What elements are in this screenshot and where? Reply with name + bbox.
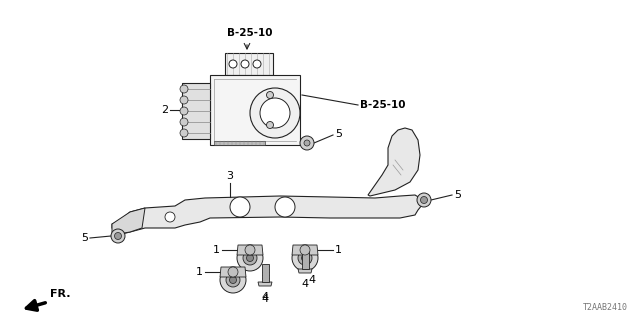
Circle shape <box>180 107 188 115</box>
Polygon shape <box>258 282 272 286</box>
Circle shape <box>260 98 290 128</box>
Circle shape <box>266 122 273 129</box>
Polygon shape <box>262 264 269 282</box>
Circle shape <box>180 129 188 137</box>
Circle shape <box>229 60 237 68</box>
Circle shape <box>245 245 255 255</box>
Polygon shape <box>225 53 273 75</box>
Circle shape <box>275 197 295 217</box>
Circle shape <box>300 136 314 150</box>
Circle shape <box>237 245 263 271</box>
Circle shape <box>220 267 246 293</box>
Text: 3: 3 <box>227 171 234 181</box>
Circle shape <box>243 251 257 265</box>
Text: 2: 2 <box>161 105 168 115</box>
Text: 1: 1 <box>213 245 220 255</box>
Text: 4: 4 <box>261 294 269 304</box>
Circle shape <box>300 245 310 255</box>
Text: 4: 4 <box>308 275 315 285</box>
Circle shape <box>111 229 125 243</box>
Circle shape <box>301 254 308 261</box>
Circle shape <box>292 245 318 271</box>
Circle shape <box>241 60 249 68</box>
Circle shape <box>180 85 188 93</box>
Circle shape <box>246 254 253 261</box>
Polygon shape <box>214 141 265 145</box>
Polygon shape <box>237 245 263 255</box>
Circle shape <box>250 88 300 138</box>
Text: T2AAB2410: T2AAB2410 <box>583 303 628 312</box>
Polygon shape <box>210 75 300 145</box>
Circle shape <box>180 118 188 126</box>
Text: 1: 1 <box>196 267 203 277</box>
Polygon shape <box>220 267 246 277</box>
Text: B-25-10: B-25-10 <box>227 28 273 38</box>
Text: 4: 4 <box>301 279 308 289</box>
Circle shape <box>417 193 431 207</box>
Text: 5: 5 <box>81 233 88 243</box>
Text: 1: 1 <box>335 245 342 255</box>
Circle shape <box>115 233 122 239</box>
Text: 4: 4 <box>261 292 269 302</box>
Polygon shape <box>368 128 420 196</box>
Polygon shape <box>301 251 308 269</box>
Circle shape <box>165 212 175 222</box>
Circle shape <box>228 267 238 277</box>
Text: 5: 5 <box>335 129 342 139</box>
Polygon shape <box>112 208 145 235</box>
Text: B-25-10: B-25-10 <box>360 100 406 110</box>
Polygon shape <box>292 245 318 255</box>
Circle shape <box>253 60 261 68</box>
Circle shape <box>420 196 428 204</box>
Circle shape <box>266 92 273 99</box>
Circle shape <box>230 197 250 217</box>
Circle shape <box>304 140 310 146</box>
Polygon shape <box>112 195 422 235</box>
Circle shape <box>230 276 237 284</box>
Circle shape <box>298 251 312 265</box>
Polygon shape <box>182 83 210 139</box>
Text: 5: 5 <box>454 190 461 200</box>
Polygon shape <box>298 269 312 273</box>
Circle shape <box>180 96 188 104</box>
Text: FR.: FR. <box>50 289 70 299</box>
Circle shape <box>226 273 240 287</box>
